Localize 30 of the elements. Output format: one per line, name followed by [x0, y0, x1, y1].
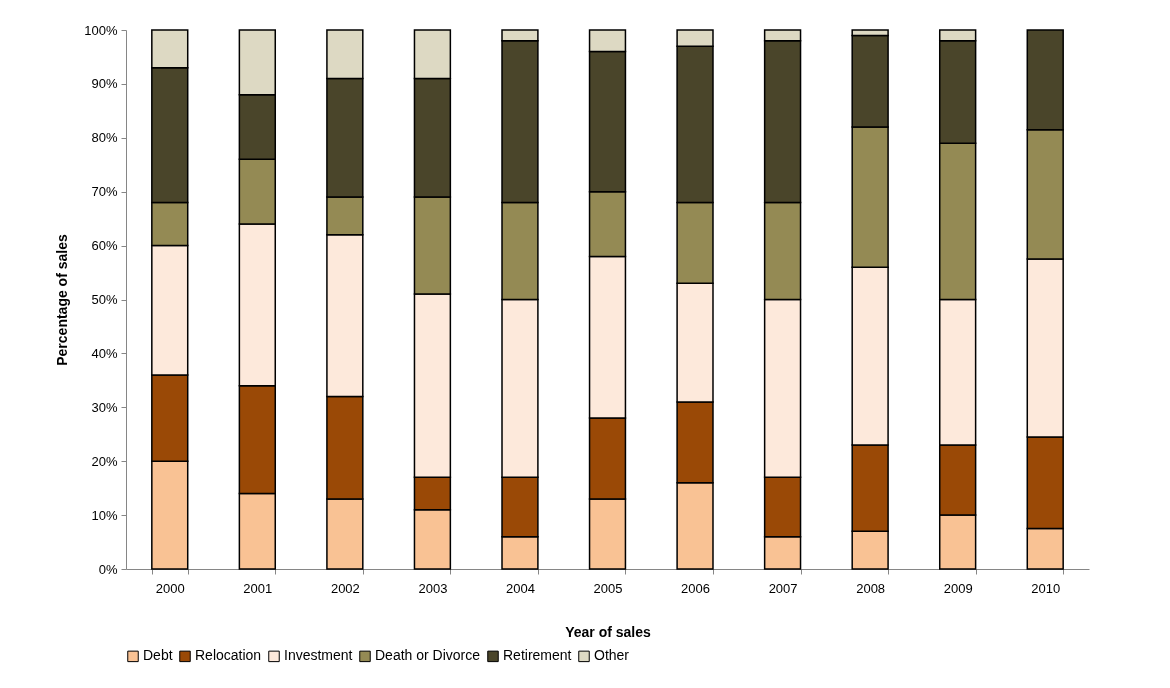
x-tick-label: 2005: [593, 580, 623, 596]
x-tick-label: 2007: [768, 580, 798, 596]
y-tick-label: 30%: [91, 399, 118, 415]
x-tick-label: 2000: [155, 580, 185, 596]
y-tick-label: 50%: [91, 292, 118, 307]
y-tick-label: 10%: [91, 507, 118, 523]
y-tick-label: 60%: [91, 238, 118, 254]
legend-label: Relocation: [195, 647, 262, 664]
y-axis-title: Percentage of sales: [54, 234, 71, 366]
legend-label: Investment: [284, 647, 353, 664]
y-tick-label: 20%: [91, 453, 118, 469]
y-tick-label: 0%: [98, 561, 118, 577]
x-tick-label: 2001: [243, 580, 273, 596]
x-tick-label: 2008: [856, 580, 886, 596]
y-tick-label: 90%: [91, 76, 118, 92]
x-tick-label: 2004: [505, 580, 535, 596]
y-tick-label: 100%: [84, 22, 118, 38]
legend-label: Death or Divorce: [375, 647, 481, 664]
x-tick-label: 2006: [681, 580, 711, 596]
x-tick-label: 2009: [943, 580, 973, 596]
x-tick-label: 2010: [1031, 580, 1061, 596]
y-tick-label: 70%: [91, 184, 118, 200]
legend-label: Retirement: [503, 647, 572, 664]
y-tick-label: 80%: [91, 130, 118, 146]
legend-label: Other: [594, 647, 630, 664]
x-tick-label: 2003: [418, 580, 448, 596]
x-axis-title: Year of sales: [565, 623, 652, 640]
y-tick-label: 40%: [91, 345, 118, 361]
x-tick-label: 2002: [330, 580, 360, 596]
legend-label: Debt: [143, 647, 173, 664]
